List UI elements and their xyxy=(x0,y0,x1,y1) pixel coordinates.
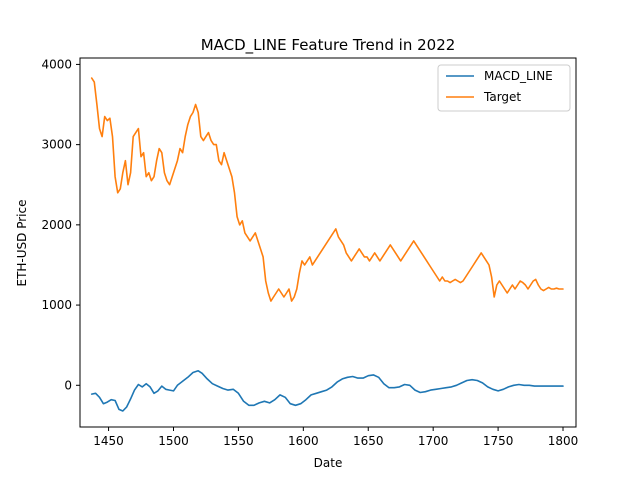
x-axis-title: Date xyxy=(314,456,343,470)
series-line-target xyxy=(90,77,564,302)
y-tick-label: 3000 xyxy=(41,138,72,152)
x-tick-label: 1700 xyxy=(418,434,449,448)
y-axis-title: ETH-USD Price xyxy=(15,200,29,287)
legend: MACD_LINE Target xyxy=(437,64,571,112)
plot-area-frame xyxy=(79,57,577,428)
x-tick-label: 1650 xyxy=(353,434,384,448)
legend-label-target: Target xyxy=(483,90,521,104)
series-layer xyxy=(90,77,564,412)
series-line-macd-line xyxy=(90,370,564,412)
y-tick-label: 2000 xyxy=(41,218,72,232)
x-tick-label: 1800 xyxy=(548,434,579,448)
x-tick-label: 1600 xyxy=(288,434,319,448)
chart-title: MACD_LINE Feature Trend in 2022 xyxy=(201,36,456,55)
y-tick-label: 4000 xyxy=(41,57,72,71)
x-tick-label: 1550 xyxy=(223,434,254,448)
y-axis: 0 1000 2000 3000 4000 xyxy=(41,57,80,392)
x-tick-label: 1500 xyxy=(158,434,189,448)
legend-label-macd-line: MACD_LINE xyxy=(484,69,553,83)
x-tick-label: 1750 xyxy=(483,434,514,448)
x-axis: 1450 1500 1550 1600 1650 1700 1750 1800 xyxy=(93,427,578,448)
x-tick-label: 1450 xyxy=(93,434,124,448)
y-tick-label: 0 xyxy=(64,378,72,392)
y-tick-label: 1000 xyxy=(41,298,72,312)
